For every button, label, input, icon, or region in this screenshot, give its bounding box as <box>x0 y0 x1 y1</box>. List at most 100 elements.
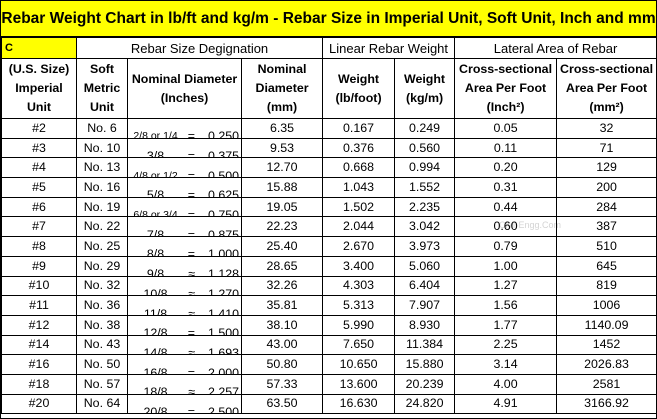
area-inch-cell: 0.44 <box>454 196 558 218</box>
area-mm-cell: 1452 <box>556 334 657 356</box>
header-weight-lb: Weight (lb/foot) <box>322 58 396 119</box>
weight-kg-cell: 0.249 <box>394 118 456 139</box>
fraction-value: 6/8 or 3/4 <box>133 209 178 217</box>
decimal-value: 2.000 <box>207 365 239 375</box>
area-inch-cell: 2.25 <box>454 334 558 356</box>
weight-kg-cell: 24.820 <box>394 393 456 415</box>
soft-metric-cell: No. 10 <box>76 137 128 159</box>
fraction-value: 4/8 or 1/2 <box>133 169 178 178</box>
weight-lb-cell: 1.502 <box>322 196 396 218</box>
decimal-value: 1.410 <box>207 306 239 316</box>
imperial-size-cell: #12 <box>1 314 77 336</box>
table-row: #10 No. 32 10/8 ≈1.270 32.26 4.303 6.404 1.27 81… <box>1 275 657 297</box>
imperial-size-cell: #4 <box>1 157 77 179</box>
nominal-inches-cell: 4/8 or 1/2 = 0.500 <box>127 157 242 179</box>
nominal-mm-cell: 15.88 <box>240 177 324 198</box>
area-inch-cell: 0.20 <box>454 157 558 179</box>
column-header-row: (U.S. Size) Imperial Unit Soft Metric Un… <box>1 58 657 119</box>
table-row: #18 No. 57 18/8 ≈2.257 57.33 13.600 20.239 4.00… <box>1 373 657 395</box>
area-inch-cell: 3.14 <box>454 354 558 375</box>
table-row: #14 No. 43 14/8 ≈1.693 43.00 7.650 11.384 2.25 1… <box>1 334 657 356</box>
relation-sign: ≈ <box>188 267 195 276</box>
soft-metric-cell: No. 19 <box>76 196 128 218</box>
weight-lb-cell: 1.043 <box>322 177 396 198</box>
weight-lb-cell: 16.630 <box>322 393 396 415</box>
imperial-size-cell: #9 <box>1 255 77 277</box>
table-row: #9 No. 29 9/8 ≈1.128 28.65 3.400 5.060 1.00 645 <box>1 255 657 277</box>
area-mm-cell: 71 <box>556 137 657 159</box>
area-mm-cell: 284 <box>556 196 657 218</box>
weight-lb-cell: 7.650 <box>322 334 396 356</box>
nominal-mm-cell: 38.10 <box>240 314 324 336</box>
table-row: #3 No. 10 3/8 = 0.375 9.53 0.376 0.560 0.11 71 <box>1 137 657 159</box>
imperial-size-cell: #16 <box>1 354 77 375</box>
weight-kg-cell: 0.560 <box>394 137 456 159</box>
relation-sign: = <box>187 168 195 178</box>
nominal-inches-cell: 20/8 = 2.500 <box>127 393 242 415</box>
nominal-mm-cell: 12.70 <box>240 157 324 179</box>
relation-sign: = <box>187 326 195 336</box>
fraction-value: 5/8 <box>146 188 165 198</box>
nominal-mm-cell: 19.05 <box>240 196 324 218</box>
weight-kg-cell: 2.235 <box>394 196 456 218</box>
area-mm-cell: 200 <box>556 177 657 198</box>
nominal-mm-cell: 63.50 <box>240 393 324 415</box>
area-inch-cell: 0.05 <box>454 118 558 139</box>
area-mm-cell: 32 <box>556 118 657 139</box>
relation-sign: = <box>187 188 195 198</box>
relation-sign: = <box>187 247 195 257</box>
weight-kg-cell: 8.930 <box>394 314 456 336</box>
area-inch-cell: 0.11 <box>454 137 558 159</box>
weight-lb-cell: 5.313 <box>322 295 396 316</box>
fraction-value: 20/8 <box>143 404 168 414</box>
table-row: #11 No. 36 11/8 ≈1.410 35.81 5.313 7.907 1.56 10… <box>1 295 657 316</box>
fraction-value: 14/8 <box>143 345 168 355</box>
weight-kg-cell: 7.907 <box>394 295 456 316</box>
decimal-value: 0.875 <box>207 227 239 237</box>
fraction-value: 8/8 <box>146 247 165 257</box>
imperial-size-cell: #18 <box>1 373 77 395</box>
nominal-mm-cell: 25.40 <box>240 236 324 257</box>
imperial-size-cell: #3 <box>1 137 77 159</box>
weight-lb-cell: 4.303 <box>322 275 396 297</box>
relation-sign: = <box>187 149 195 158</box>
area-inch-cell: 0.79 <box>454 236 558 257</box>
area-inch-cell: 1.00 <box>454 255 558 277</box>
nominal-inches-cell: 14/8 ≈1.693 <box>127 334 242 356</box>
nominal-inches-cell: 11/8 ≈1.410 <box>127 295 242 316</box>
decimal-value: 0.750 <box>207 208 239 217</box>
imperial-size-cell: #14 <box>1 334 77 356</box>
fraction-value: 18/8 <box>143 385 168 395</box>
area-mm-cell: 129 <box>556 157 657 179</box>
soft-metric-cell: No. 13 <box>76 157 128 179</box>
weight-lb-cell: 0.167 <box>322 118 396 139</box>
header-nominal-inches: Nominal Diameter (Inches) <box>127 58 242 119</box>
soft-metric-cell: No. 25 <box>76 236 128 257</box>
decimal-value: 2.257 <box>207 385 239 395</box>
nominal-inches-cell: 10/8 ≈1.270 <box>127 275 242 297</box>
weight-lb-cell: 0.668 <box>322 157 396 179</box>
fraction-value: 10/8 <box>143 286 168 296</box>
relation-sign: = <box>187 404 195 414</box>
table-row: #12 No. 38 12/8 = 1.500 38.10 5.990 8.930 1.77 11… <box>1 314 657 336</box>
imperial-size-cell: #6 <box>1 196 77 218</box>
nominal-inches-cell: 3/8 = 0.375 <box>127 137 242 159</box>
header-area-mm: Cross-sectional Area Per Foot (mm²) <box>556 58 657 119</box>
relation-sign: = <box>187 365 195 375</box>
nominal-mm-cell: 9.53 <box>240 137 324 159</box>
table-body: #2 No. 6 2/8 or 1/4 = 0.250 6.35 0.167 0.249 0.0… <box>1 118 657 415</box>
imperial-size-cell: #7 <box>1 216 77 238</box>
relation-sign: ≈ <box>188 345 195 355</box>
area-inch-cell: 1.27 <box>454 275 558 297</box>
rebar-table: C Rebar Size Degignation Linear Rebar We… <box>1 37 657 415</box>
weight-lb-cell: 2.670 <box>322 236 396 257</box>
decimal-value: 0.250 <box>207 129 239 139</box>
group-area: Lateral Area of Rebar <box>454 37 657 59</box>
chart-title: Rebar Weight Chart in lb/ft and kg/m - R… <box>1 1 656 37</box>
nominal-inches-cell: 7/8 = 0.875 <box>127 216 242 238</box>
imperial-size-cell: #5 <box>1 177 77 198</box>
area-inch-cell: 1.77 <box>454 314 558 336</box>
group-designation: Rebar Size Degignation <box>75 37 324 59</box>
table-row: #6 No. 19 6/8 or 3/4 = 0.750 19.05 1.502 2.235 0… <box>1 196 657 218</box>
